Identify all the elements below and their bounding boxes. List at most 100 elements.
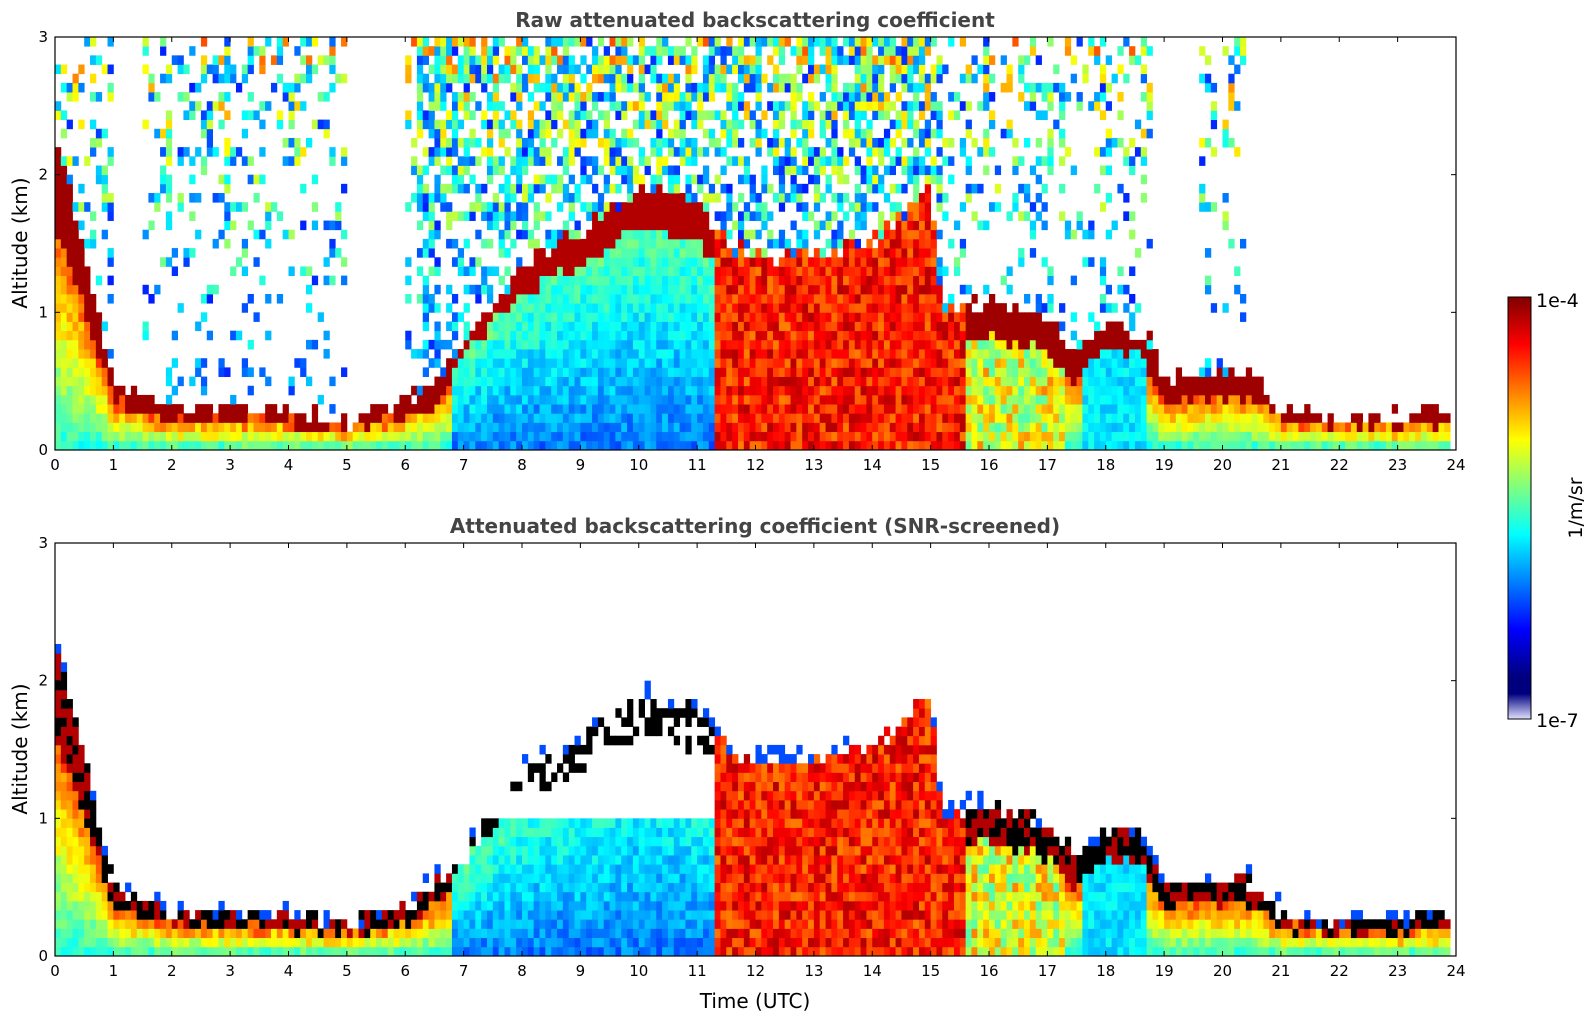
heatmap-cell — [539, 303, 546, 313]
heatmap-cell — [656, 376, 663, 387]
heatmap-cell — [784, 422, 791, 433]
heatmap-cell — [597, 193, 605, 203]
heatmap-cell — [609, 183, 616, 194]
heatmap-cell — [72, 404, 79, 414]
heatmap-cell — [743, 404, 751, 414]
heatmap-cell — [446, 339, 453, 350]
heatmap-cell — [1006, 128, 1013, 139]
heatmap-cell — [854, 358, 861, 368]
heatmap-cell — [405, 293, 412, 304]
heatmap-cell — [959, 312, 967, 322]
heatmap-cell — [697, 183, 704, 194]
heatmap-cell — [1064, 147, 1072, 157]
heatmap-cell — [1105, 284, 1112, 295]
heatmap-cell — [574, 367, 581, 377]
heatmap-cell — [1053, 404, 1060, 414]
heatmap-cell — [55, 303, 62, 313]
heatmap-cell — [341, 257, 348, 267]
heatmap-cell — [1082, 349, 1089, 359]
heatmap-cell — [831, 440, 838, 450]
heatmap-cell — [819, 358, 826, 368]
heatmap-cell — [72, 394, 79, 405]
heatmap-cell — [755, 394, 762, 405]
heatmap-cell — [913, 202, 920, 212]
heatmap-cell — [603, 128, 610, 139]
heatmap-cell — [510, 422, 517, 433]
heatmap-cell — [615, 367, 622, 377]
heatmap-cell — [860, 165, 867, 176]
heatmap-cell — [726, 137, 733, 148]
heatmap-cell — [1099, 339, 1107, 350]
heatmap-cell — [866, 413, 873, 423]
heatmap-cell — [697, 119, 704, 130]
heatmap-cell — [516, 101, 523, 111]
heatmap-cell — [831, 211, 838, 221]
heatmap-cell — [451, 211, 459, 221]
heatmap-cell — [1146, 440, 1153, 450]
heatmap-cell — [609, 293, 616, 304]
heatmap-cell — [1053, 64, 1060, 75]
heatmap-cell — [825, 55, 832, 65]
heatmap-cell — [177, 55, 184, 65]
heatmap-cell — [1129, 339, 1136, 350]
heatmap-cell — [498, 101, 505, 111]
heatmap-cell — [317, 312, 324, 322]
heatmap-cell — [1047, 137, 1054, 148]
heatmap-cell — [1094, 330, 1101, 341]
heatmap-cell — [603, 312, 610, 322]
heatmap-cell — [913, 284, 920, 295]
heatmap-cell — [84, 202, 91, 212]
heatmap-cell — [463, 339, 470, 350]
heatmap-cell — [901, 404, 908, 414]
heatmap-cell — [562, 303, 570, 313]
heatmap-cell — [767, 431, 774, 442]
heatmap-cell — [808, 422, 815, 433]
heatmap-cell — [1175, 440, 1183, 450]
heatmap-cell — [831, 73, 838, 84]
heatmap-cell — [837, 385, 844, 396]
heatmap-cell — [650, 330, 657, 341]
heatmap-cell — [416, 266, 424, 277]
heatmap-cell — [165, 147, 173, 157]
heatmap-cell — [609, 220, 616, 231]
heatmap-cell — [55, 321, 62, 332]
heatmap-cell — [498, 440, 505, 450]
heatmap-cell — [1059, 156, 1066, 166]
heatmap-cell — [843, 82, 850, 93]
heatmap-cell — [241, 422, 249, 433]
heatmap-cell — [516, 404, 523, 414]
heatmap-cell — [924, 284, 932, 295]
heatmap-cell — [504, 220, 511, 231]
heatmap-cell — [90, 367, 97, 377]
heatmap-cell — [469, 376, 476, 387]
heatmap-cell — [1018, 431, 1025, 442]
heatmap-cell — [778, 349, 786, 359]
heatmap-cell — [451, 165, 459, 176]
heatmap-cell — [416, 183, 424, 194]
heatmap-cell — [55, 339, 62, 350]
heatmap-cell — [539, 358, 546, 368]
heatmap-cell — [813, 202, 821, 212]
heatmap-cell — [510, 413, 517, 423]
heatmap-cell — [1140, 413, 1148, 423]
heatmap-cell — [697, 330, 704, 341]
heatmap-cell — [737, 92, 745, 102]
heatmap-cell — [720, 73, 727, 84]
heatmap-cell — [481, 183, 488, 194]
heatmap-cell — [1088, 431, 1095, 442]
heatmap-cell — [708, 128, 716, 139]
heatmap-cell — [609, 238, 616, 249]
heatmap-cell — [1012, 394, 1019, 405]
heatmap-cell — [481, 358, 488, 368]
heatmap-cell — [726, 156, 733, 166]
heatmap-cell — [235, 422, 243, 433]
heatmap-cell — [522, 293, 529, 304]
heatmap-cell — [504, 110, 511, 120]
heatmap-cell — [965, 73, 972, 84]
heatmap-cell — [527, 349, 535, 359]
heatmap-cell — [673, 92, 681, 102]
heatmap-cell — [516, 211, 523, 221]
heatmap-cell — [983, 367, 990, 377]
heatmap-cell — [895, 339, 902, 350]
heatmap-cell — [895, 147, 902, 157]
